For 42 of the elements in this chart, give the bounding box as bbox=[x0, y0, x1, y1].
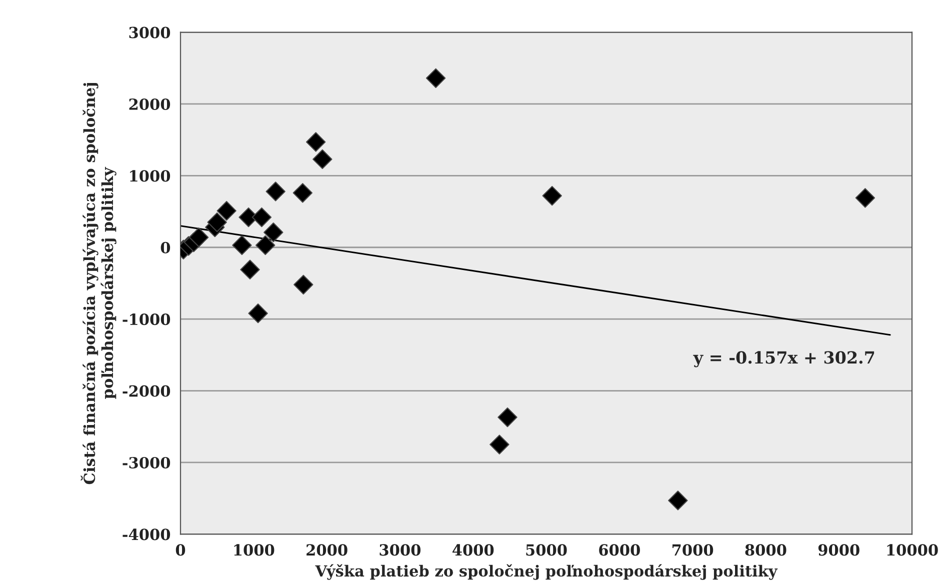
y-tick-label: 1000 bbox=[130, 170, 170, 182]
point bbox=[232, 235, 252, 256]
point bbox=[264, 222, 284, 242]
x-tick-label: 7000 bbox=[672, 544, 714, 556]
point bbox=[256, 235, 276, 256]
point bbox=[266, 182, 286, 202]
point bbox=[207, 212, 227, 232]
point bbox=[252, 207, 272, 228]
point bbox=[248, 303, 268, 324]
y-tick-label: -2000 bbox=[122, 385, 170, 397]
x-tick-label: 4000 bbox=[452, 544, 494, 556]
x-tick-label: 8000 bbox=[745, 544, 786, 556]
x-tick-label: 0 bbox=[176, 544, 186, 556]
x-axis-title: Výška platieb zo spoločnej poľnohospodárskej politiky bbox=[315, 564, 778, 580]
point bbox=[306, 132, 326, 152]
point bbox=[292, 183, 313, 203]
point bbox=[312, 149, 332, 170]
point bbox=[294, 274, 314, 295]
point bbox=[188, 227, 209, 248]
point bbox=[240, 260, 260, 280]
point bbox=[490, 434, 510, 454]
y-tick-label: 3000 bbox=[129, 26, 170, 38]
y-tick-label: -4000 bbox=[122, 528, 170, 540]
annotation: y = -0.157x + 302.7 bbox=[693, 351, 874, 368]
point bbox=[855, 188, 876, 208]
y-tick-label: -1000 bbox=[122, 314, 170, 326]
y-axis-title: Čistá finančná pozícia vyplývajúca zo spoločnej poľnohospodárskej politiky bbox=[80, 82, 116, 484]
x-tick-label: 9000 bbox=[818, 544, 860, 556]
x-tick-label: 1000 bbox=[234, 544, 274, 556]
x-tick-label: 10000 bbox=[887, 544, 938, 556]
point bbox=[498, 407, 518, 428]
x-tick-label: 6000 bbox=[599, 544, 640, 556]
point bbox=[426, 68, 446, 88]
x-tick-label: 5000 bbox=[526, 544, 567, 556]
y-tick-label: 2000 bbox=[129, 98, 170, 110]
point bbox=[216, 200, 236, 221]
point bbox=[542, 186, 562, 206]
point bbox=[668, 490, 688, 510]
x-tick-label: 2000 bbox=[306, 544, 348, 556]
y-tick-label: 0 bbox=[160, 242, 170, 254]
y-tick-label: -3000 bbox=[122, 456, 170, 468]
x-tick-label: 3000 bbox=[380, 544, 420, 556]
